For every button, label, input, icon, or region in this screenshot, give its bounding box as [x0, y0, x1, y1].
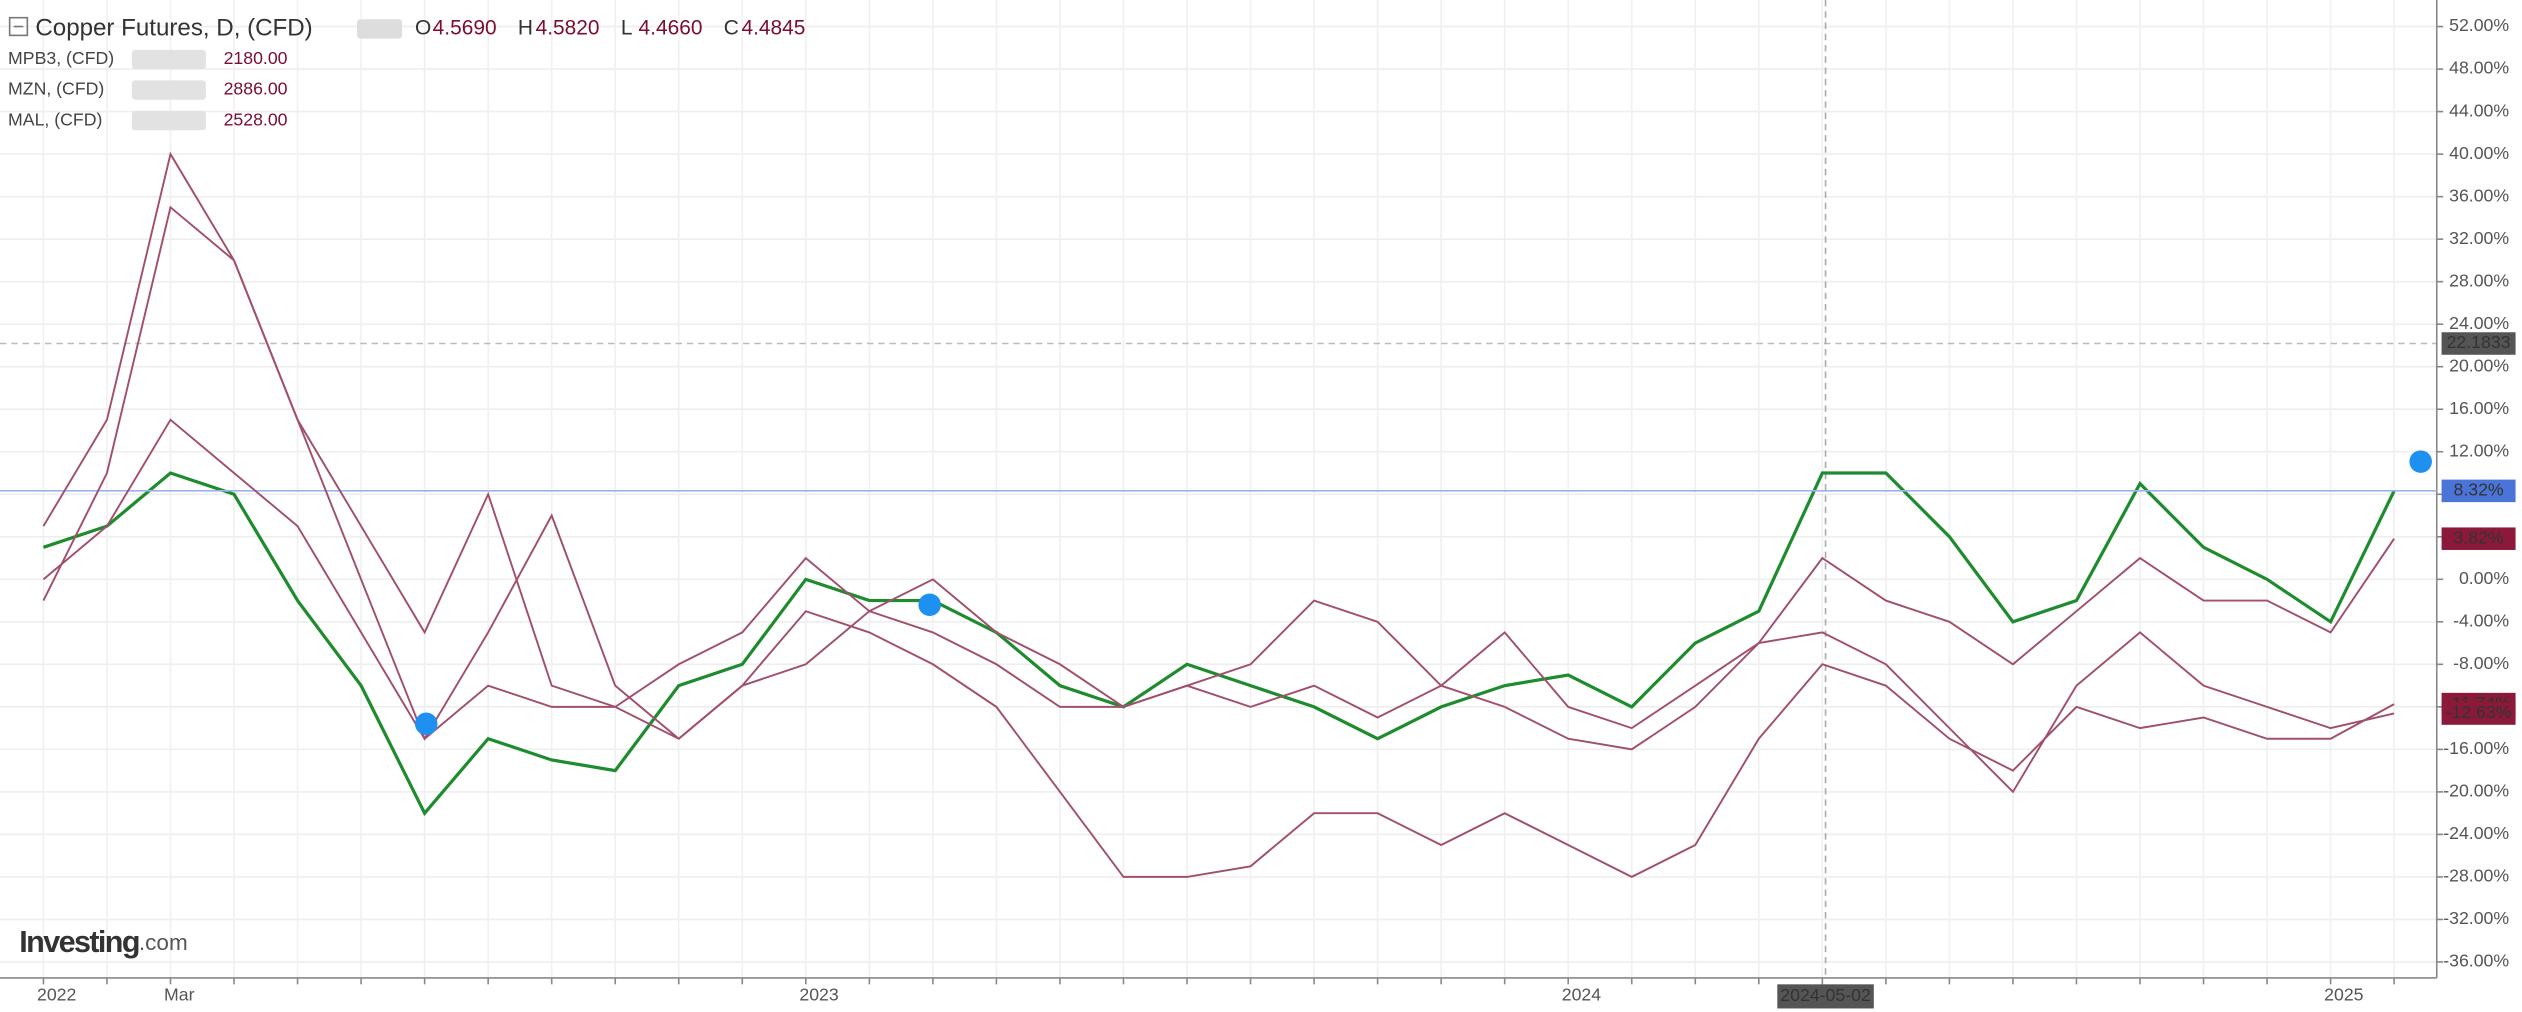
comparison-line	[42, 205, 2395, 794]
y-tick-label: -20.00%	[2443, 781, 2509, 801]
y-tick-label: 24.00%	[2449, 313, 2509, 333]
last-value-box	[2441, 479, 2516, 503]
y-tick-label: -24.00%	[2443, 823, 2509, 843]
last-value-box	[2441, 527, 2516, 550]
crosshair-date: 2024-05-02	[1780, 985, 1870, 1005]
y-tick-label: 44.00%	[2449, 100, 2509, 120]
chart-title: Copper Futures, D, (CFD)	[35, 14, 312, 41]
label-group: 52.00% 48.00% 44.00% 40.00% 36.00% 32.00% 28.0…	[37, 15, 2516, 1009]
event-marker	[918, 593, 941, 617]
grid	[0, 0, 2444, 985]
legend-controls	[131, 49, 206, 70]
legend-label: MZN, (CFD)	[8, 79, 104, 99]
legend-value: 2180.00	[224, 48, 288, 68]
y-tick-label: 12.00%	[2449, 440, 2509, 460]
y-tick-label: -32.00%	[2443, 908, 2509, 928]
legend-label: MAL, (CFD)	[8, 109, 102, 129]
legend-value: 2886.00	[224, 79, 288, 99]
ohlc-value: 4.4845	[741, 16, 805, 39]
legend: MPB3, (CFD) 2180.00 MZN, (CFD) 2886.00 MAL, …	[8, 48, 288, 131]
ohlc-value: 4.5690	[433, 16, 497, 39]
series-group	[0, 151, 2437, 878]
crosshair-value: 22.1833	[2447, 332, 2511, 352]
ohlc-value: 4.5820	[536, 16, 600, 39]
last-value-label: 3.82%	[2453, 527, 2503, 547]
ohlc-key: L	[621, 16, 633, 39]
y-tick-label: 32.00%	[2449, 228, 2509, 248]
ohlc-key: C	[724, 16, 739, 39]
y-tick-label: -16.00%	[2443, 738, 2509, 758]
y-tick-label: -28.00%	[2443, 866, 2509, 886]
y-tick-label: 20.00%	[2449, 355, 2509, 375]
legend-controls	[131, 80, 206, 100]
y-tick-label: 16.00%	[2449, 398, 2509, 418]
y-tick-label: 40.00%	[2449, 143, 2509, 163]
y-tick-label: 52.00%	[2449, 15, 2509, 35]
x-tick-label: 2024	[1562, 984, 1602, 1004]
y-tick-label: 0.00%	[2459, 568, 2509, 588]
ohlc-group: O 4.5690 H 4.5820 L 4.4660 C 4.4845	[415, 16, 805, 39]
crosshair-date-box	[1777, 984, 1874, 1009]
event-marker	[414, 712, 438, 736]
ohlc-key: O	[415, 16, 431, 39]
y-tick-label: -8.00%	[2453, 653, 2509, 673]
settings-icons[interactable]	[357, 19, 403, 39]
collapse-icon[interactable]	[8, 16, 29, 37]
last-value-label: 8.32%	[2453, 480, 2503, 500]
logo-suffix: .com	[139, 930, 188, 955]
x-tick-label: 2025	[2324, 984, 2364, 1004]
y-tick-label: -36.00%	[2443, 951, 2509, 971]
x-tick-label: 2023	[799, 984, 839, 1004]
y-tick-label: 28.00%	[2449, 270, 2509, 290]
legend-value: 2528.00	[224, 109, 288, 129]
legend-controls	[131, 110, 206, 131]
ohlc-key: H	[518, 16, 533, 39]
event-marker	[2409, 450, 2432, 473]
ohlc-value: 4.4660	[639, 16, 703, 39]
x-tick-label: 2022	[37, 984, 76, 1004]
crosshair-value-box	[2441, 332, 2516, 355]
legend-label: MPB3, (CFD)	[8, 48, 114, 68]
x-tick-label: Mar	[164, 984, 195, 1004]
last-value-box	[2441, 702, 2516, 725]
y-tick-label: 48.00%	[2449, 58, 2509, 78]
logo: Investing.com	[19, 925, 187, 959]
y-tick-label: 36.00%	[2449, 185, 2509, 205]
last-value-label: -12.63%	[2446, 702, 2512, 722]
y-tick-label: -4.00%	[2453, 610, 2509, 630]
logo-main: Investing	[19, 925, 139, 959]
